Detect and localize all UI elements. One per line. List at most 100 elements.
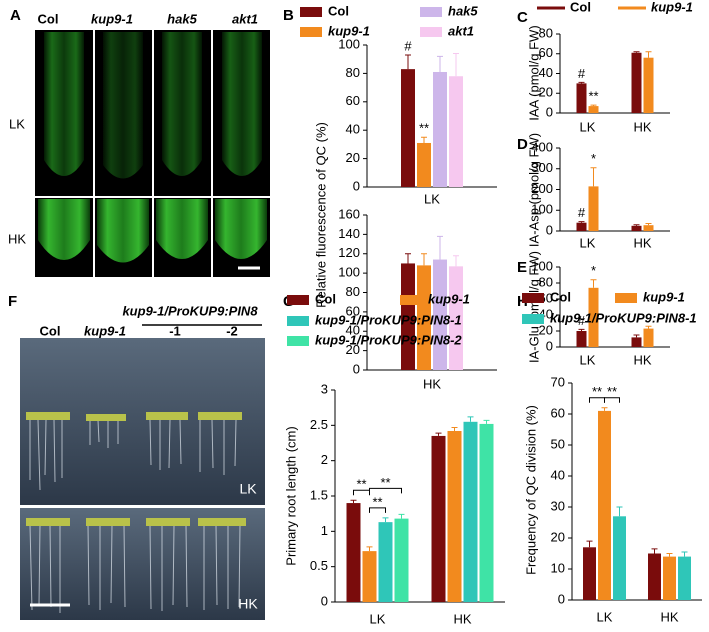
y-tick-label: 20: [346, 150, 360, 165]
significance-bracket: [369, 487, 402, 494]
y-tick-label: 0: [558, 591, 565, 606]
error-bar: [421, 253, 427, 266]
y-tick-label: 2: [321, 452, 328, 467]
legend-label: kup9-1: [328, 23, 370, 38]
significance-label: **: [380, 475, 390, 490]
panel-label: B: [283, 7, 294, 24]
row-label: HK: [238, 596, 258, 612]
error-bar: [483, 419, 490, 424]
y-tick-label: 400: [531, 139, 553, 154]
legend-swatch: [420, 7, 442, 17]
y-tick-label: 20: [346, 342, 360, 357]
bar: [433, 259, 447, 370]
legend-label: Col: [550, 289, 571, 304]
legend-swatch: [400, 295, 422, 305]
bar: [631, 225, 642, 231]
panel-label: C: [517, 9, 528, 26]
y-tick-label: 30: [551, 498, 565, 513]
error-bar: [453, 255, 459, 267]
legend-swatch: [287, 316, 309, 326]
panel-label: F: [8, 293, 17, 310]
error-bar: [590, 104, 597, 107]
significance-label: #: [404, 38, 412, 53]
y-tick-label: 0: [546, 104, 553, 119]
column-label: Col: [38, 11, 59, 26]
y-tick-label: 80: [346, 284, 360, 299]
error-bar: [578, 328, 585, 331]
row-label: HK: [8, 231, 26, 246]
bar: [588, 186, 599, 231]
y-tick-label: 70: [551, 374, 565, 389]
y-tick-label: 200: [531, 181, 553, 196]
bar: [648, 553, 661, 600]
y-tick-label: 100: [531, 258, 553, 273]
column-label: kup9-1: [91, 11, 133, 26]
y-axis-label: Primary root length (cm): [283, 426, 298, 565]
y-tick-label: 0: [546, 222, 553, 237]
panel-label: E: [517, 259, 527, 276]
significance-bracket: [369, 507, 386, 513]
bar: [576, 83, 587, 113]
bar: [598, 410, 611, 600]
legend-swatch: [615, 293, 637, 303]
y-tick-label: 1: [321, 523, 328, 538]
x-tick-label: HK: [633, 235, 651, 250]
y-tick-label: 3: [321, 381, 328, 396]
y-axis-label: IAA (pmol/g FW): [526, 25, 541, 120]
y-tick-label: 100: [338, 36, 360, 51]
y-tick-label: 100: [531, 202, 553, 217]
y-tick-label: 60: [539, 45, 553, 60]
y-tick-label: 2.5: [310, 417, 328, 432]
legend-label: Col: [328, 3, 349, 18]
significance-label: **: [372, 494, 382, 509]
y-axis-label: IA-Asp (pmol/g FW): [526, 133, 541, 247]
bar: [576, 331, 587, 347]
y-tick-label: 60: [551, 405, 565, 420]
y-tick-label: 1.5: [310, 487, 328, 502]
error-bar: [405, 253, 411, 264]
x-tick-label: LK: [580, 235, 596, 250]
legend-label: Col: [315, 291, 336, 306]
significance-bracket: [604, 397, 620, 403]
x-tick-label: HK: [633, 119, 651, 134]
y-tick-label: 300: [531, 160, 553, 175]
error-bar: [437, 235, 443, 260]
x-tick-label: HK: [423, 376, 441, 391]
y-axis-label: IA-Glu (pmol/g FW): [526, 251, 541, 363]
significance-label: **: [607, 384, 617, 399]
error-bar: [590, 167, 597, 187]
error-bar: [451, 426, 458, 431]
bar: [678, 556, 691, 600]
column-label: akt1: [232, 11, 258, 26]
x-tick-label: LK: [580, 352, 596, 367]
legend-swatch: [300, 7, 322, 17]
bar: [431, 435, 446, 602]
y-tick-label: 60: [346, 303, 360, 318]
x-tick-label: LK: [597, 609, 613, 624]
y-tick-label: 0: [321, 593, 328, 608]
bar: [643, 328, 654, 347]
legend-label: kup9-1: [428, 291, 470, 306]
significance-label: **: [419, 121, 429, 136]
y-tick-label: 80: [346, 65, 360, 80]
y-tick-label: 80: [539, 274, 553, 289]
y-tick-label: 0: [353, 361, 360, 376]
y-tick-label: 0.5: [310, 558, 328, 573]
y-tick-label: 80: [539, 25, 553, 40]
y-tick-label: 50: [551, 436, 565, 451]
photo-panel: [20, 324, 265, 620]
panel-label: D: [517, 136, 528, 153]
error-bar: [651, 548, 658, 554]
significance-label: **: [356, 477, 366, 492]
bar: [643, 57, 654, 113]
error-bar: [586, 540, 593, 548]
error-bar: [666, 553, 673, 557]
significance-label: *: [591, 263, 596, 278]
significance-label: #: [578, 313, 586, 328]
bar: [417, 142, 431, 187]
error-bar: [437, 55, 443, 72]
error-bar: [421, 136, 427, 143]
error-bar: [633, 51, 640, 53]
error-bar: [467, 416, 474, 422]
y-tick-label: 40: [551, 467, 565, 482]
